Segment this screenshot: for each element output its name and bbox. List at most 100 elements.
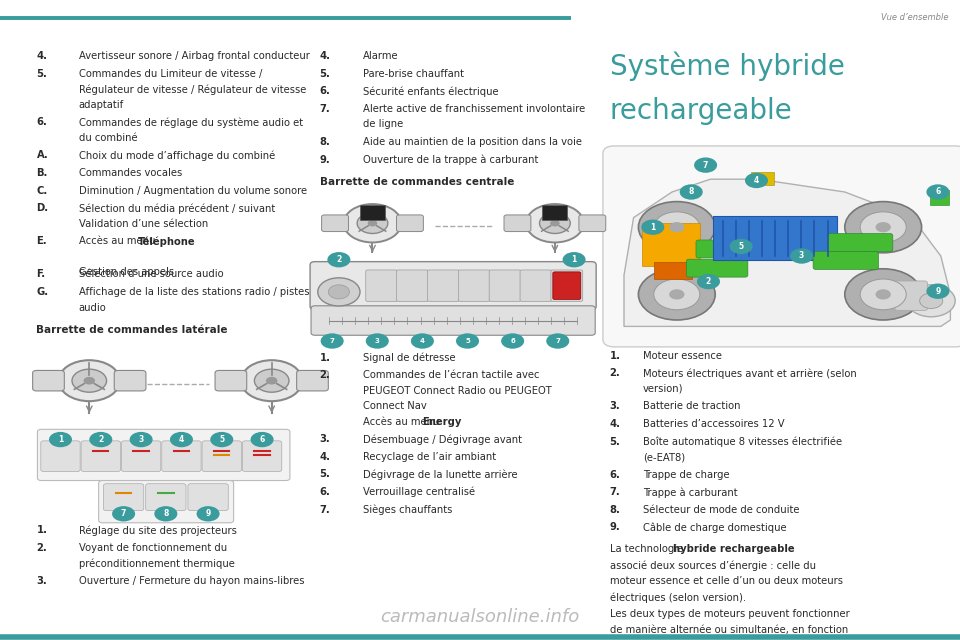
Text: 8.: 8.	[320, 137, 330, 147]
Text: Sélection du média précédent / suivant: Sélection du média précédent / suivant	[79, 204, 275, 214]
Text: Connect Nav: Connect Nav	[363, 401, 426, 411]
Circle shape	[563, 252, 586, 268]
FancyBboxPatch shape	[828, 234, 893, 252]
FancyBboxPatch shape	[215, 371, 247, 391]
Text: 4.: 4.	[320, 51, 330, 61]
Circle shape	[251, 432, 274, 447]
Circle shape	[130, 432, 153, 447]
Text: Affichage de la liste des stations radio / pistes: Affichage de la liste des stations radio…	[79, 287, 309, 297]
Text: 6.: 6.	[320, 487, 330, 497]
FancyBboxPatch shape	[490, 270, 521, 301]
Text: 4: 4	[754, 176, 759, 185]
Circle shape	[790, 248, 813, 264]
Text: 3.: 3.	[36, 576, 47, 586]
Text: Energy: Energy	[422, 417, 462, 427]
Text: F.: F.	[36, 269, 46, 280]
Circle shape	[680, 184, 703, 200]
Text: 7: 7	[555, 338, 561, 344]
Text: du combiné: du combiné	[79, 133, 137, 143]
FancyBboxPatch shape	[713, 216, 837, 260]
Circle shape	[456, 333, 479, 349]
Text: Moteurs électriques avant et arrière (selon: Moteurs électriques avant et arrière (se…	[643, 368, 857, 379]
Text: Diminution / Augmentation du volume sonore: Diminution / Augmentation du volume sono…	[79, 186, 307, 196]
Circle shape	[860, 279, 906, 310]
FancyBboxPatch shape	[504, 215, 531, 232]
FancyBboxPatch shape	[360, 205, 385, 220]
Text: Aide au maintien de la position dans la voie: Aide au maintien de la position dans la …	[363, 137, 582, 147]
Text: Ouverture de la trappe à carburant: Ouverture de la trappe à carburant	[363, 155, 539, 165]
Text: 8.: 8.	[610, 505, 620, 515]
Text: Voyant de fonctionnement du: Voyant de fonctionnement du	[79, 543, 227, 553]
Text: 3: 3	[374, 338, 380, 344]
Circle shape	[745, 173, 768, 188]
FancyBboxPatch shape	[396, 270, 428, 301]
FancyBboxPatch shape	[146, 484, 186, 511]
Text: Accès au menu: Accès au menu	[79, 236, 158, 246]
Circle shape	[241, 360, 302, 401]
Circle shape	[654, 212, 700, 243]
Circle shape	[920, 293, 943, 308]
Text: La technologie: La technologie	[610, 544, 686, 554]
Circle shape	[907, 285, 955, 317]
Circle shape	[926, 184, 949, 200]
Text: 5: 5	[738, 242, 744, 251]
Circle shape	[357, 213, 388, 234]
Circle shape	[112, 506, 135, 522]
FancyBboxPatch shape	[203, 441, 242, 472]
Text: 1.: 1.	[320, 353, 330, 362]
Text: carmanualsonline.info: carmanualsonline.info	[380, 608, 580, 626]
Circle shape	[49, 432, 72, 447]
Text: adaptatif: adaptatif	[79, 100, 124, 110]
Text: PEUGEOT Connect Radio ou PEUGEOT: PEUGEOT Connect Radio ou PEUGEOT	[363, 386, 552, 396]
Circle shape	[550, 220, 560, 227]
Text: A.: A.	[36, 150, 48, 161]
FancyBboxPatch shape	[322, 215, 348, 232]
Text: 1: 1	[650, 223, 656, 232]
Circle shape	[654, 279, 700, 310]
FancyBboxPatch shape	[37, 429, 290, 481]
FancyBboxPatch shape	[458, 270, 491, 301]
Text: 9: 9	[205, 509, 210, 518]
Text: 4.: 4.	[320, 452, 330, 462]
FancyBboxPatch shape	[114, 371, 146, 391]
Circle shape	[89, 432, 112, 447]
Text: 7: 7	[121, 509, 127, 518]
Text: 4.: 4.	[610, 419, 620, 429]
Text: Validation d’une sélection: Validation d’une sélection	[79, 219, 208, 228]
Circle shape	[197, 506, 220, 522]
FancyBboxPatch shape	[104, 484, 144, 511]
Circle shape	[876, 289, 891, 300]
Text: 1.: 1.	[610, 351, 620, 361]
FancyBboxPatch shape	[396, 215, 423, 232]
Circle shape	[328, 285, 349, 299]
Circle shape	[254, 369, 289, 392]
Circle shape	[845, 202, 922, 253]
FancyBboxPatch shape	[366, 270, 397, 301]
Circle shape	[318, 278, 360, 306]
FancyBboxPatch shape	[310, 262, 596, 310]
Text: électriques (selon version).: électriques (selon version).	[610, 593, 746, 603]
Text: Barrette de commandes latérale: Barrette de commandes latérale	[36, 325, 228, 335]
Text: audio: audio	[79, 303, 107, 312]
Circle shape	[546, 333, 569, 349]
FancyBboxPatch shape	[542, 205, 567, 220]
Text: associé deux sources d’énergie : celle du: associé deux sources d’énergie : celle d…	[610, 560, 816, 571]
Text: de ligne: de ligne	[363, 120, 403, 129]
Text: Régulateur de vitesse / Régulateur de vitesse: Régulateur de vitesse / Régulateur de vi…	[79, 84, 306, 95]
Text: Système hybride: Système hybride	[610, 51, 845, 81]
Text: 2: 2	[336, 255, 342, 264]
Text: Téléphone: Téléphone	[138, 236, 196, 247]
Text: Commandes de l’écran tactile avec: Commandes de l’écran tactile avec	[363, 370, 540, 380]
Text: Verrouillage centralisé: Verrouillage centralisé	[363, 487, 475, 497]
Circle shape	[641, 220, 664, 235]
Circle shape	[210, 432, 233, 447]
Text: préconditionnement thermique: préconditionnement thermique	[79, 559, 234, 569]
Text: 6.: 6.	[320, 86, 330, 97]
Text: 8: 8	[688, 188, 694, 196]
Text: 9.: 9.	[320, 155, 330, 164]
Text: 2: 2	[98, 435, 104, 444]
Text: Dégivrage de la lunette arrière: Dégivrage de la lunette arrière	[363, 469, 517, 480]
Text: Ouverture / Fermeture du hayon mains-libres: Ouverture / Fermeture du hayon mains-lib…	[79, 576, 304, 586]
Text: Câble de charge domestique: Câble de charge domestique	[643, 522, 787, 533]
Text: B.: B.	[36, 168, 48, 178]
